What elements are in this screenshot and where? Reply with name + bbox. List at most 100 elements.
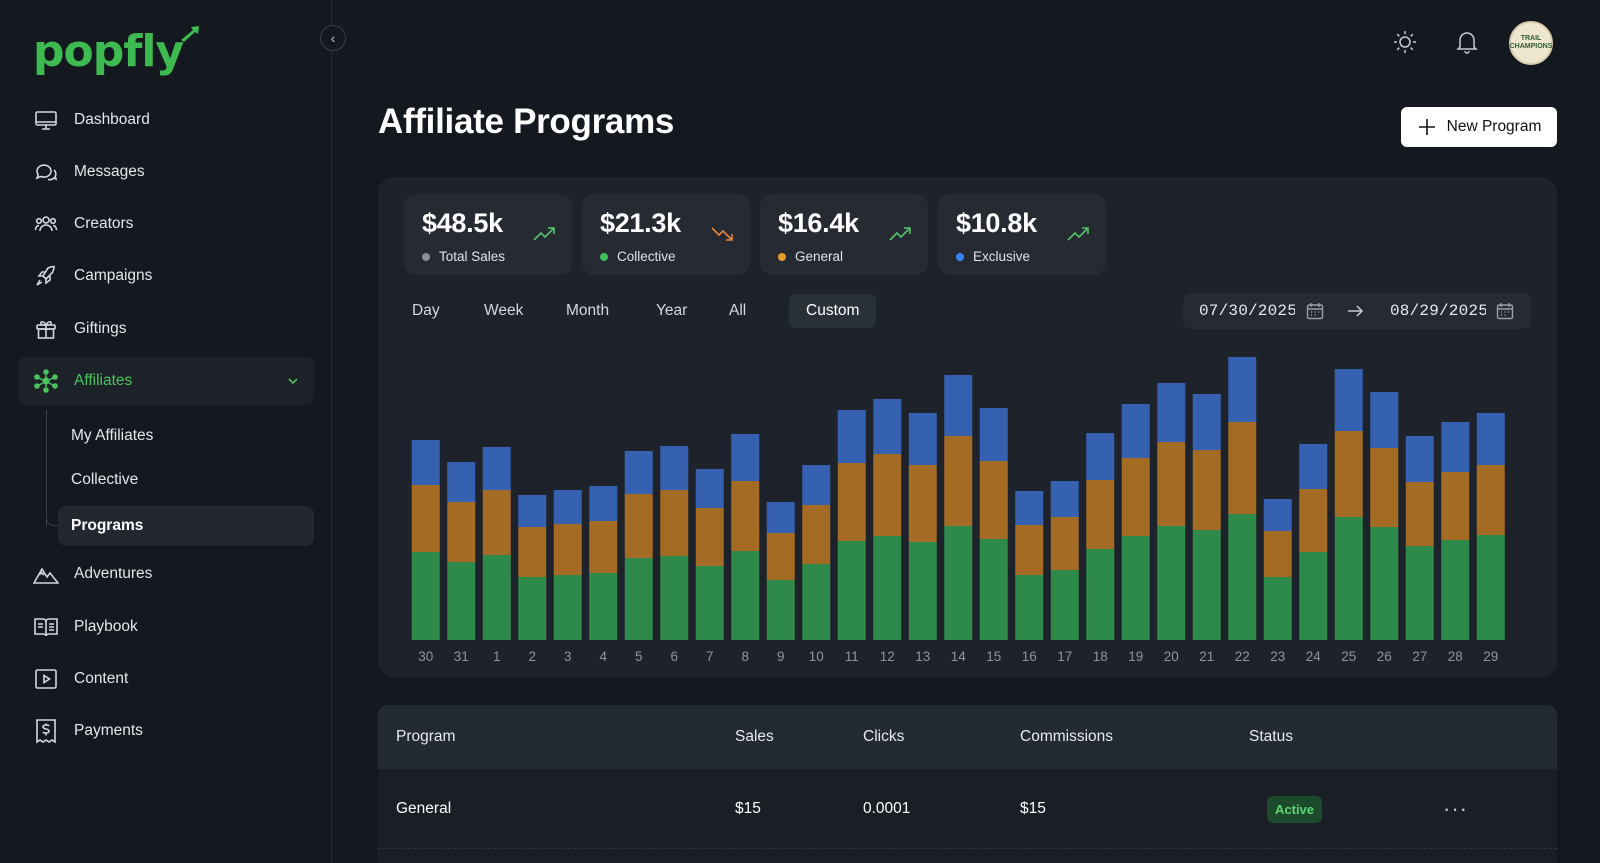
- sidebar-item-payments[interactable]: Payments: [18, 707, 314, 755]
- bar-exclusive-28[interactable]: [1441, 422, 1469, 472]
- bar-exclusive-21[interactable]: [1193, 394, 1221, 450]
- bar-collective-4[interactable]: [589, 573, 617, 640]
- bar-general-21[interactable]: [1193, 450, 1221, 530]
- bar-exclusive-16[interactable]: [1015, 491, 1043, 525]
- bar-exclusive-6[interactable]: [660, 446, 688, 490]
- bar-collective-16[interactable]: [1015, 575, 1043, 640]
- bar-collective-7[interactable]: [696, 566, 724, 640]
- bar-general-19[interactable]: [1122, 458, 1150, 536]
- bar-collective-13[interactable]: [909, 542, 937, 640]
- bar-general-25[interactable]: [1335, 431, 1363, 517]
- bar-collective-31[interactable]: [447, 562, 475, 640]
- sidebar-item-messages[interactable]: Messages: [18, 148, 314, 196]
- bar-general-28[interactable]: [1441, 472, 1469, 540]
- bar-general-8[interactable]: [731, 481, 759, 551]
- bar-collective-28[interactable]: [1441, 540, 1469, 640]
- sidebar-subitem-collective[interactable]: Collective: [58, 460, 314, 500]
- bar-collective-9[interactable]: [767, 580, 795, 640]
- bar-general-3[interactable]: [554, 524, 582, 575]
- sidebar-subitem-programs[interactable]: Programs: [58, 506, 314, 546]
- bar-collective-3[interactable]: [554, 575, 582, 640]
- bar-exclusive-26[interactable]: [1370, 392, 1398, 448]
- column-header-clicks[interactable]: Clicks: [863, 705, 904, 769]
- sidebar-item-campaigns[interactable]: Campaigns: [18, 252, 314, 300]
- row-more-button[interactable]: ···: [1443, 769, 1468, 849]
- bar-general-27[interactable]: [1406, 482, 1434, 546]
- sidebar-item-content[interactable]: Content: [18, 655, 314, 703]
- bar-exclusive-27[interactable]: [1406, 436, 1434, 482]
- sidebar-item-dashboard[interactable]: Dashboard: [18, 96, 314, 144]
- bar-collective-1[interactable]: [483, 555, 511, 640]
- bar-exclusive-8[interactable]: [731, 434, 759, 481]
- theme-toggle-button[interactable]: [1389, 26, 1421, 58]
- bar-exclusive-22[interactable]: [1228, 357, 1256, 422]
- bar-general-1[interactable]: [483, 490, 511, 555]
- bar-collective-26[interactable]: [1370, 527, 1398, 640]
- bar-collective-29[interactable]: [1477, 535, 1505, 640]
- new-program-button[interactable]: New Program: [1401, 107, 1557, 147]
- bar-general-15[interactable]: [980, 461, 1008, 539]
- sidebar-item-playbook[interactable]: Playbook: [18, 603, 314, 651]
- sidebar-item-creators[interactable]: Creators: [18, 200, 314, 248]
- table-row[interactable]: General $15 0.0001 $15 Active ···: [378, 769, 1557, 849]
- bar-exclusive-31[interactable]: [447, 462, 475, 502]
- sidebar-item-giftings[interactable]: Giftings: [18, 305, 314, 353]
- bar-general-11[interactable]: [838, 463, 866, 541]
- bar-collective-2[interactable]: [518, 577, 546, 640]
- bar-general-29[interactable]: [1477, 465, 1505, 535]
- bar-exclusive-2[interactable]: [518, 495, 546, 527]
- bar-exclusive-5[interactable]: [625, 451, 653, 494]
- bar-general-6[interactable]: [660, 490, 688, 556]
- notifications-button[interactable]: [1451, 26, 1483, 58]
- bar-collective-17[interactable]: [1051, 570, 1079, 640]
- bar-general-30[interactable]: [412, 485, 440, 552]
- bar-exclusive-13[interactable]: [909, 413, 937, 465]
- bar-collective-14[interactable]: [944, 526, 972, 640]
- bar-general-4[interactable]: [589, 521, 617, 573]
- bar-exclusive-29[interactable]: [1477, 413, 1505, 465]
- bar-collective-25[interactable]: [1335, 517, 1363, 640]
- bar-collective-20[interactable]: [1157, 526, 1185, 640]
- bar-exclusive-23[interactable]: [1264, 499, 1292, 531]
- bar-general-26[interactable]: [1370, 448, 1398, 527]
- column-header-program[interactable]: Program: [396, 705, 455, 769]
- bar-general-14[interactable]: [944, 436, 972, 526]
- sidebar-subitem-my-affiliates[interactable]: My Affiliates: [58, 416, 314, 456]
- bar-exclusive-3[interactable]: [554, 490, 582, 524]
- column-header-status[interactable]: Status: [1249, 705, 1293, 769]
- bar-general-18[interactable]: [1086, 480, 1114, 549]
- column-header-sales[interactable]: Sales: [735, 705, 774, 769]
- bar-general-12[interactable]: [873, 454, 901, 536]
- avatar[interactable]: TRAIL CHAMPIONS: [1509, 21, 1553, 65]
- bar-exclusive-30[interactable]: [412, 440, 440, 485]
- bar-exclusive-19[interactable]: [1122, 404, 1150, 458]
- bar-general-10[interactable]: [802, 505, 830, 564]
- bar-collective-22[interactable]: [1228, 514, 1256, 640]
- bar-exclusive-20[interactable]: [1157, 383, 1185, 442]
- bar-exclusive-25[interactable]: [1335, 369, 1363, 431]
- bar-collective-12[interactable]: [873, 536, 901, 640]
- bar-general-22[interactable]: [1228, 422, 1256, 514]
- bar-general-9[interactable]: [767, 533, 795, 580]
- bar-exclusive-24[interactable]: [1299, 444, 1327, 489]
- sidebar-item-affiliates[interactable]: Affiliates: [18, 357, 314, 405]
- bar-general-7[interactable]: [696, 508, 724, 566]
- bar-general-17[interactable]: [1051, 517, 1079, 570]
- bar-general-5[interactable]: [625, 494, 653, 558]
- bar-exclusive-10[interactable]: [802, 465, 830, 505]
- bar-collective-30[interactable]: [412, 552, 440, 640]
- bar-collective-21[interactable]: [1193, 530, 1221, 640]
- bar-general-2[interactable]: [518, 527, 546, 577]
- bar-general-23[interactable]: [1264, 531, 1292, 577]
- bar-exclusive-11[interactable]: [838, 410, 866, 463]
- bar-general-20[interactable]: [1157, 442, 1185, 526]
- bar-collective-27[interactable]: [1406, 546, 1434, 640]
- bar-collective-23[interactable]: [1264, 577, 1292, 640]
- bar-collective-8[interactable]: [731, 551, 759, 640]
- bar-general-16[interactable]: [1015, 525, 1043, 575]
- bar-exclusive-7[interactable]: [696, 469, 724, 508]
- sidebar-item-adventures[interactable]: Adventures: [18, 550, 314, 598]
- bar-exclusive-9[interactable]: [767, 502, 795, 533]
- bar-exclusive-4[interactable]: [589, 486, 617, 521]
- bar-collective-15[interactable]: [980, 539, 1008, 640]
